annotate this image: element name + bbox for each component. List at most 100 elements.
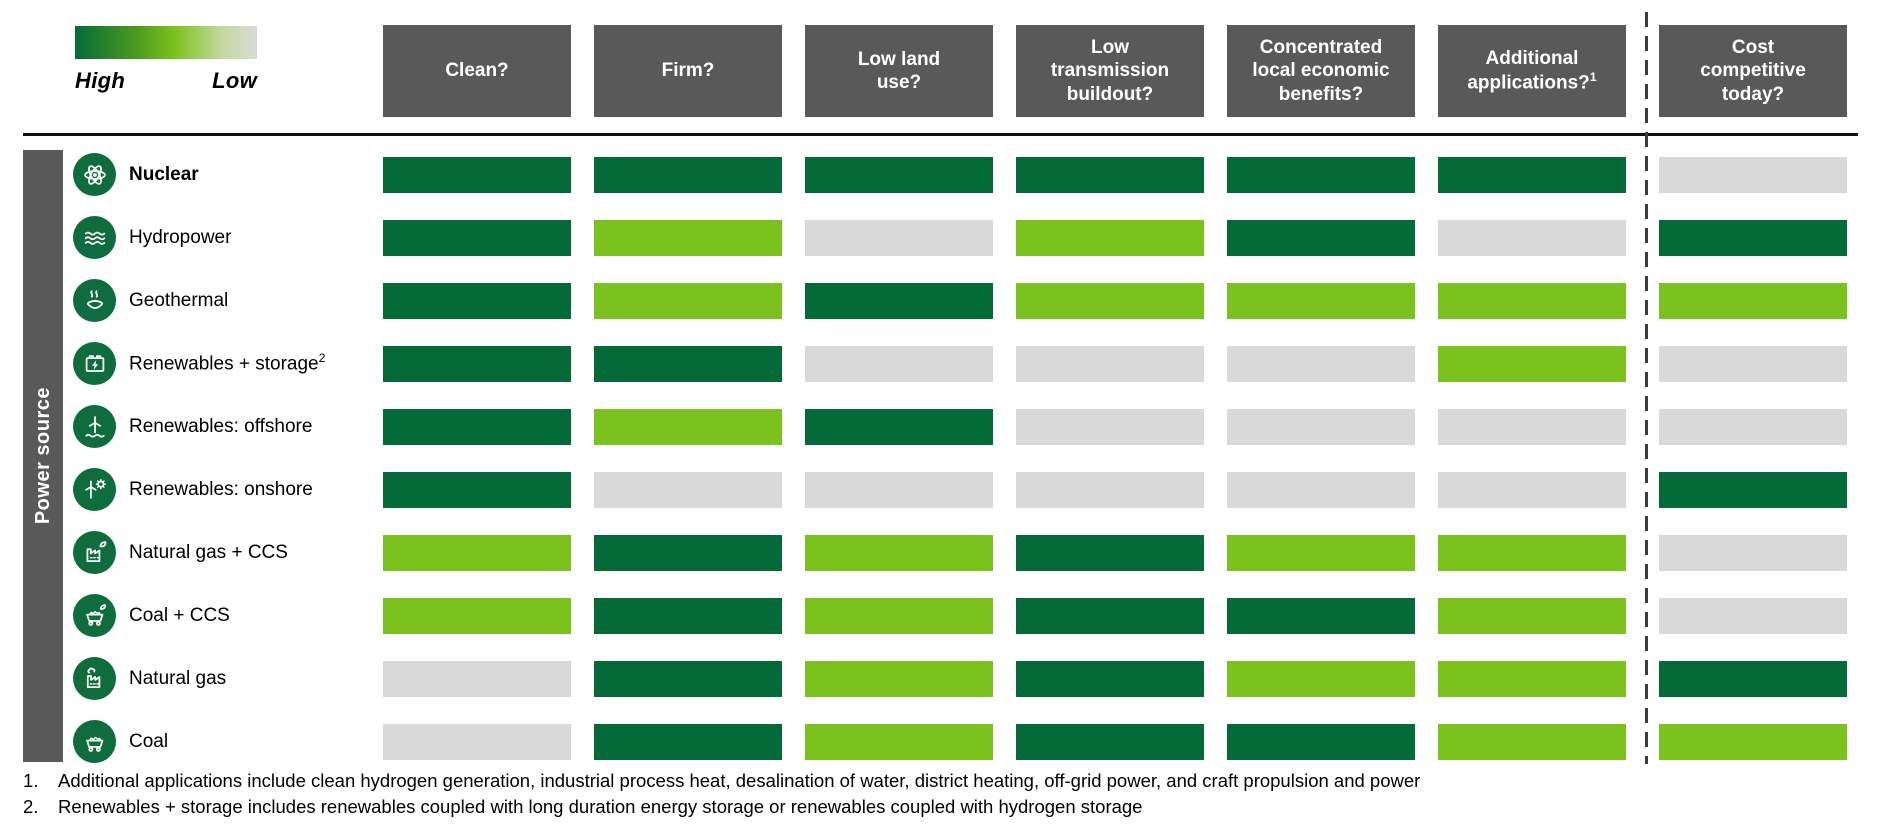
- column-header-additional-applications: Additional applications?1: [1438, 25, 1626, 117]
- footnote-text: Renewables + storage includes renewables…: [58, 796, 1143, 817]
- matrix-rows: Nuclear Hydropower Geothermal Renewables + …: [23, 143, 1870, 773]
- water-waves-icon: [73, 216, 116, 259]
- onshore-wind-sun-icon: [73, 468, 116, 511]
- battery-icon: [73, 342, 116, 385]
- rating-cell-natural-gas-ccs-additional-applications: [1438, 534, 1626, 571]
- row-label: Renewables: onshore: [129, 479, 313, 501]
- rating-cell-renewables-onshore-firm: [594, 471, 782, 508]
- rating-cell-renewables-onshore-concentrated-local-economic-benefits: [1227, 471, 1415, 508]
- color-scale-legend: High Low: [75, 26, 257, 94]
- column-header-low-land-use: Low land use?: [805, 25, 993, 117]
- footnote-text: Additional applications include clean hy…: [58, 770, 1421, 791]
- column-header-concentrated-local-economic-benefits: Concentrated local economic benefits?: [1227, 25, 1415, 117]
- rating-cell-coal-additional-applications: [1438, 723, 1626, 760]
- rating-cell-natural-gas-low-land-use: [805, 660, 993, 697]
- row-coal: Coal: [23, 710, 1870, 773]
- column-header-low-transmission-buildout: Low transmission buildout?: [1016, 25, 1204, 117]
- row-header-renewables-onshore: Renewables: onshore: [23, 468, 383, 511]
- gradient-labels: High Low: [75, 68, 257, 94]
- rating-cell-hydropower-additional-applications: [1438, 219, 1626, 256]
- rating-cell-geothermal-concentrated-local-economic-benefits: [1227, 282, 1415, 319]
- footnote-marker: 1: [1589, 70, 1597, 85]
- row-header-natural-gas: Natural gas: [23, 657, 383, 700]
- column-header-line: use?: [876, 72, 922, 93]
- row-header-renewables-offshore: Renewables: offshore: [23, 405, 383, 448]
- column-header-cost-competitive-today: Cost competitive today?: [1659, 25, 1847, 117]
- row-label: Geothermal: [129, 290, 228, 312]
- row-hydropower: Hydropower: [23, 206, 1870, 269]
- rating-cell-coal-low-transmission-buildout: [1016, 723, 1204, 760]
- rating-cell-coal-clean: [383, 723, 571, 760]
- rating-cell-geothermal-cost-competitive-today: [1659, 282, 1847, 319]
- rating-cell-renewables-storage-additional-applications: [1438, 345, 1626, 382]
- column-header-line: Cost: [1731, 37, 1775, 59]
- rating-cell-hydropower-low-transmission-buildout: [1016, 219, 1204, 256]
- column-header-clean: Clean?: [383, 25, 571, 117]
- row-label-text: Natural gas: [129, 667, 227, 689]
- column-header-line: Clean?: [445, 60, 509, 82]
- column-header-line: Additional: [1485, 48, 1579, 70]
- rating-cell-renewables-onshore-additional-applications: [1438, 471, 1626, 508]
- row-label-text: Geothermal: [129, 289, 229, 311]
- rating-cell-renewables-offshore-firm: [594, 408, 782, 445]
- rating-cell-renewables-storage-cost-competitive-today: [1659, 345, 1847, 382]
- rating-cell-hydropower-clean: [383, 219, 571, 256]
- row-label: Nuclear: [129, 164, 199, 186]
- rating-cell-renewables-offshore-low-transmission-buildout: [1016, 408, 1204, 445]
- column-header-line: today?: [1721, 83, 1785, 105]
- column-header-line: Low: [1090, 37, 1129, 59]
- rating-cell-renewables-offshore-clean: [383, 408, 571, 445]
- rating-cell-natural-gas-ccs-low-transmission-buildout: [1016, 534, 1204, 571]
- atom-icon: [73, 153, 116, 196]
- row-label: Hydropower: [129, 227, 231, 249]
- legend-high-label: High: [75, 68, 126, 93]
- geothermal-steam-icon: [73, 279, 116, 322]
- rating-cell-renewables-storage-firm: [594, 345, 782, 382]
- rating-cell-renewables-storage-clean: [383, 345, 571, 382]
- factory-smoke-icon: [73, 657, 116, 700]
- rating-cell-renewables-offshore-cost-competitive-today: [1659, 408, 1847, 445]
- column-header-firm: Firm?: [594, 25, 782, 117]
- rating-cell-natural-gas-ccs-clean: [383, 534, 571, 571]
- rating-cell-renewables-storage-low-transmission-buildout: [1016, 345, 1204, 382]
- row-header-coal-ccs: Coal + CCS: [23, 594, 383, 637]
- footnotes: 1. Additional applications include clean …: [23, 768, 1420, 820]
- column-header-line: Firm?: [661, 60, 715, 82]
- rating-cell-natural-gas-ccs-concentrated-local-economic-benefits: [1227, 534, 1415, 571]
- rating-cell-natural-gas-clean: [383, 660, 571, 697]
- row-header-coal: Coal: [23, 720, 383, 763]
- column-header-line: Concentrated: [1259, 37, 1383, 59]
- column-header-line: competitive: [1700, 60, 1806, 82]
- rating-cell-coal-firm: [594, 723, 782, 760]
- row-label-text: Renewables + storage: [129, 353, 319, 375]
- rating-cell-geothermal-additional-applications: [1438, 282, 1626, 319]
- rating-cell-hydropower-concentrated-local-economic-benefits: [1227, 219, 1415, 256]
- row-header-geothermal: Geothermal: [23, 279, 383, 322]
- rating-cell-renewables-onshore-clean: [383, 471, 571, 508]
- rating-cell-coal-concentrated-local-economic-benefits: [1227, 723, 1415, 760]
- column-header-line: transmission: [1050, 60, 1170, 82]
- rating-cell-renewables-onshore-cost-competitive-today: [1659, 471, 1847, 508]
- row-label-text: Natural gas + CCS: [129, 541, 288, 563]
- rating-cell-natural-gas-ccs-low-land-use: [805, 534, 993, 571]
- row-header-hydropower: Hydropower: [23, 216, 383, 259]
- rating-cell-geothermal-firm: [594, 282, 782, 319]
- rating-cell-hydropower-low-land-use: [805, 219, 993, 256]
- rating-cell-nuclear-clean: [383, 156, 571, 193]
- rating-cell-nuclear-firm: [594, 156, 782, 193]
- rating-cell-hydropower-cost-competitive-today: [1659, 219, 1847, 256]
- rating-cell-renewables-offshore-concentrated-local-economic-benefits: [1227, 408, 1415, 445]
- rating-cell-nuclear-low-land-use: [805, 156, 993, 193]
- row-header-natural-gas-ccs: Natural gas + CCS: [23, 531, 383, 574]
- row-label: Coal: [129, 731, 168, 753]
- footnote-number: 1.: [23, 770, 39, 791]
- coal-cart-leaf-icon: [73, 594, 116, 637]
- row-coal-ccs: Coal + CCS: [23, 584, 1870, 647]
- rating-cell-nuclear-additional-applications: [1438, 156, 1626, 193]
- rating-cell-coal-low-land-use: [805, 723, 993, 760]
- column-header-line: applications?: [1467, 72, 1590, 94]
- rating-cell-nuclear-low-transmission-buildout: [1016, 156, 1204, 193]
- rating-cell-hydropower-firm: [594, 219, 782, 256]
- rating-cell-natural-gas-additional-applications: [1438, 660, 1626, 697]
- row-renewables-onshore: Renewables: onshore: [23, 458, 1870, 521]
